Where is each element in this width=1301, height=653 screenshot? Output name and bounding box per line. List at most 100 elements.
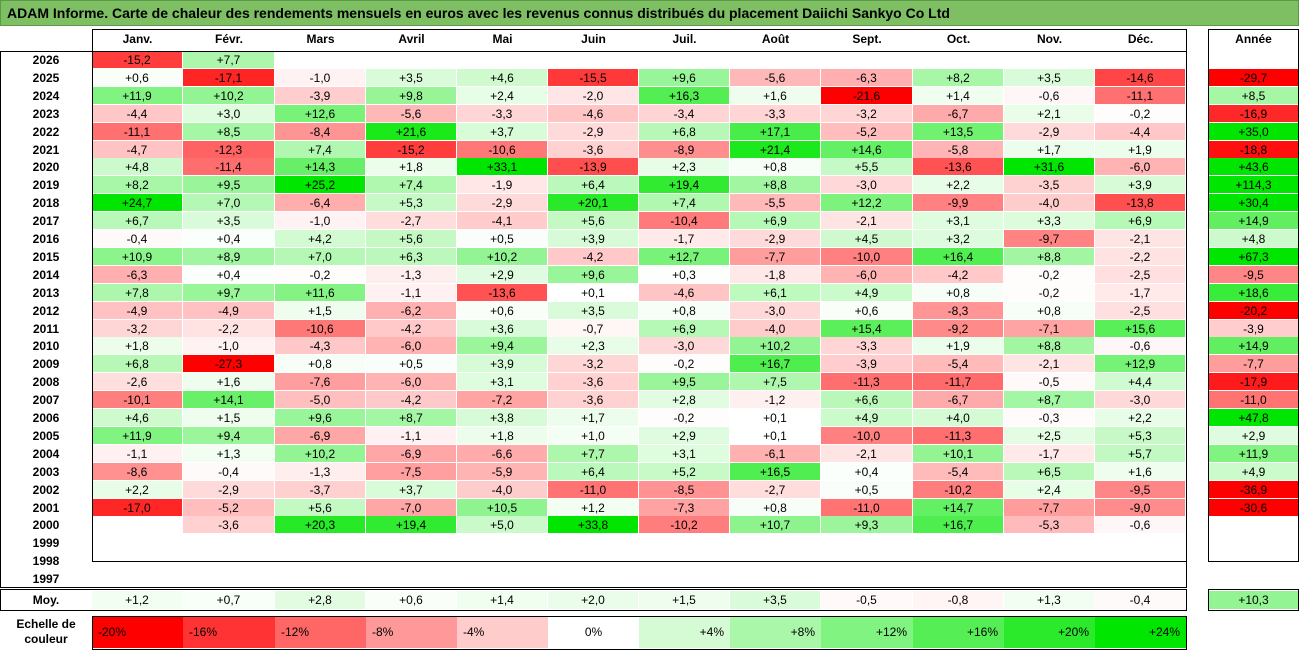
heatmap-cell: +0,8: [730, 498, 821, 517]
heatmap-cell: +6,8: [639, 122, 730, 141]
heatmap-cell: +11,6: [275, 283, 366, 302]
annual-cell: +14,9: [1208, 337, 1299, 356]
column-header: Janv.: [122, 32, 153, 46]
heatmap-cell: +1,6: [183, 373, 275, 392]
heatmap-cell: -0,5: [1004, 373, 1095, 392]
heatmap-cell: +6,4: [548, 462, 639, 481]
heatmap-cell: [639, 552, 730, 571]
heatmap-cell: -0,2: [275, 265, 366, 284]
heatmap-cell: +6,3: [366, 247, 457, 266]
heatmap-cell: +13,5: [913, 122, 1004, 141]
heatmap-cell: -0,7: [548, 319, 639, 338]
row-year-label: 2003: [32, 464, 60, 479]
heatmap-cell: +19,4: [366, 516, 457, 535]
heatmap-cell: +11,9: [92, 426, 183, 445]
heatmap-cell: -3,0: [821, 176, 913, 195]
heatmap-cell: -6,3: [92, 265, 183, 284]
heatmap-cell: [639, 51, 730, 69]
row-year-label: 1999: [32, 536, 60, 551]
annual-cell: +35,0: [1208, 122, 1299, 141]
heatmap-cell: +4,9: [821, 283, 913, 302]
heatmap-cell: +10,2: [275, 444, 366, 463]
heatmap-cell: +9,5: [639, 373, 730, 392]
column-header: Sept.: [852, 32, 882, 46]
heatmap-cell: -11,7: [913, 373, 1004, 392]
heatmap-cell: -2,7: [730, 480, 821, 499]
heatmap-cell: +3,3: [1004, 212, 1095, 231]
heatmap-cell: -9,9: [913, 194, 1004, 213]
average-cell: +2,0: [548, 591, 639, 609]
heatmap-cell: -4,3: [275, 337, 366, 356]
scale-swatch: +24%: [1095, 616, 1186, 648]
row-year-label: 2017: [32, 214, 60, 229]
heatmap-cell: -1,0: [275, 212, 366, 231]
heatmap-cell: +5,6: [548, 212, 639, 231]
heatmap-cell: +0,8: [913, 283, 1004, 302]
heatmap-cell: +5,2: [639, 462, 730, 481]
heatmap-cell: +3,1: [913, 212, 1004, 231]
heatmap-cell: +2,4: [457, 86, 548, 105]
heatmap-cell: +7,4: [275, 140, 366, 159]
heatmap-cell: +2,2: [1095, 409, 1186, 427]
annual-cell: -20,2: [1208, 301, 1299, 320]
heatmap-cell: -0,4: [92, 230, 183, 248]
heatmap-cell: +10,2: [457, 247, 548, 266]
heatmap-cell: [913, 51, 1004, 69]
heatmap-cell: +1,6: [730, 86, 821, 105]
row-year-label: 2004: [32, 446, 60, 461]
heatmap-cell: -3,2: [92, 319, 183, 338]
page-title: ADAM Informe. Carte de chaleur des rende…: [0, 0, 1299, 26]
heatmap-cell: [730, 51, 821, 69]
column-header: Juin: [581, 32, 606, 46]
heatmap-cell: [92, 570, 183, 589]
heatmap-cell: -4,6: [548, 104, 639, 123]
scale-swatch: 0%: [548, 616, 639, 648]
heatmap-cell: +5,3: [366, 194, 457, 213]
heatmap-cell: [913, 552, 1004, 571]
heatmap-cell: +8,2: [913, 68, 1004, 87]
heatmap-cell: -5,3: [1004, 516, 1095, 535]
heatmap-cell: -1,1: [92, 444, 183, 463]
heatmap-cell: +8,7: [1004, 391, 1095, 410]
heatmap-cell: +9,6: [275, 409, 366, 427]
heatmap-cell: +0,1: [548, 283, 639, 302]
heatmap-cell: [730, 552, 821, 571]
heatmap-cell: +0,3: [639, 265, 730, 284]
heatmap-cell: +16,3: [639, 86, 730, 105]
heatmap-cell: +10,1: [913, 444, 1004, 463]
heatmap-cell: -4,0: [1004, 194, 1095, 213]
annual-cell: -18,8: [1208, 140, 1299, 159]
heatmap-cell: -1,3: [275, 462, 366, 481]
heatmap-cell: +2,2: [92, 480, 183, 499]
row-year-label: 2010: [32, 339, 60, 354]
heatmap-cell: -7,1: [1004, 319, 1095, 338]
heatmap-cell: +3,7: [457, 122, 548, 141]
heatmap-cell: -11,4: [183, 158, 275, 177]
heatmap-cell: [639, 570, 730, 589]
annual-cell: +4,9: [1208, 462, 1299, 481]
heatmap-cell: +3,1: [639, 444, 730, 463]
annual-cell: -36,9: [1208, 480, 1299, 499]
heatmap-cell: -4,1: [457, 212, 548, 231]
heatmap-cell: -3,4: [639, 104, 730, 123]
heatmap-cell: -4,4: [92, 104, 183, 123]
heatmap-cell: -0,2: [1095, 104, 1186, 123]
heatmap-cell: -5,4: [913, 462, 1004, 481]
heatmap-cell: [183, 552, 275, 571]
heatmap-cell: +3,5: [366, 68, 457, 87]
heatmap-cell: -9,5: [1095, 480, 1186, 499]
heatmap-cell: -9,7: [1004, 230, 1095, 248]
heatmap-cell: +4,5: [821, 230, 913, 248]
heatmap-cell: -10,0: [821, 426, 913, 445]
row-year-label: 2025: [32, 70, 60, 85]
heatmap-cell: -2,1: [821, 444, 913, 463]
scale-label: Echelle de couleur: [16, 617, 76, 646]
heatmap-cell: [821, 552, 913, 571]
heatmap-cell: +2,4: [1004, 480, 1095, 499]
heatmap-cell: -5,9: [457, 462, 548, 481]
heatmap-cell: -10,1: [92, 391, 183, 410]
heatmap-cell: [548, 534, 639, 553]
scale-swatch: -8%: [366, 616, 457, 648]
heatmap-cell: -0,2: [639, 355, 730, 374]
